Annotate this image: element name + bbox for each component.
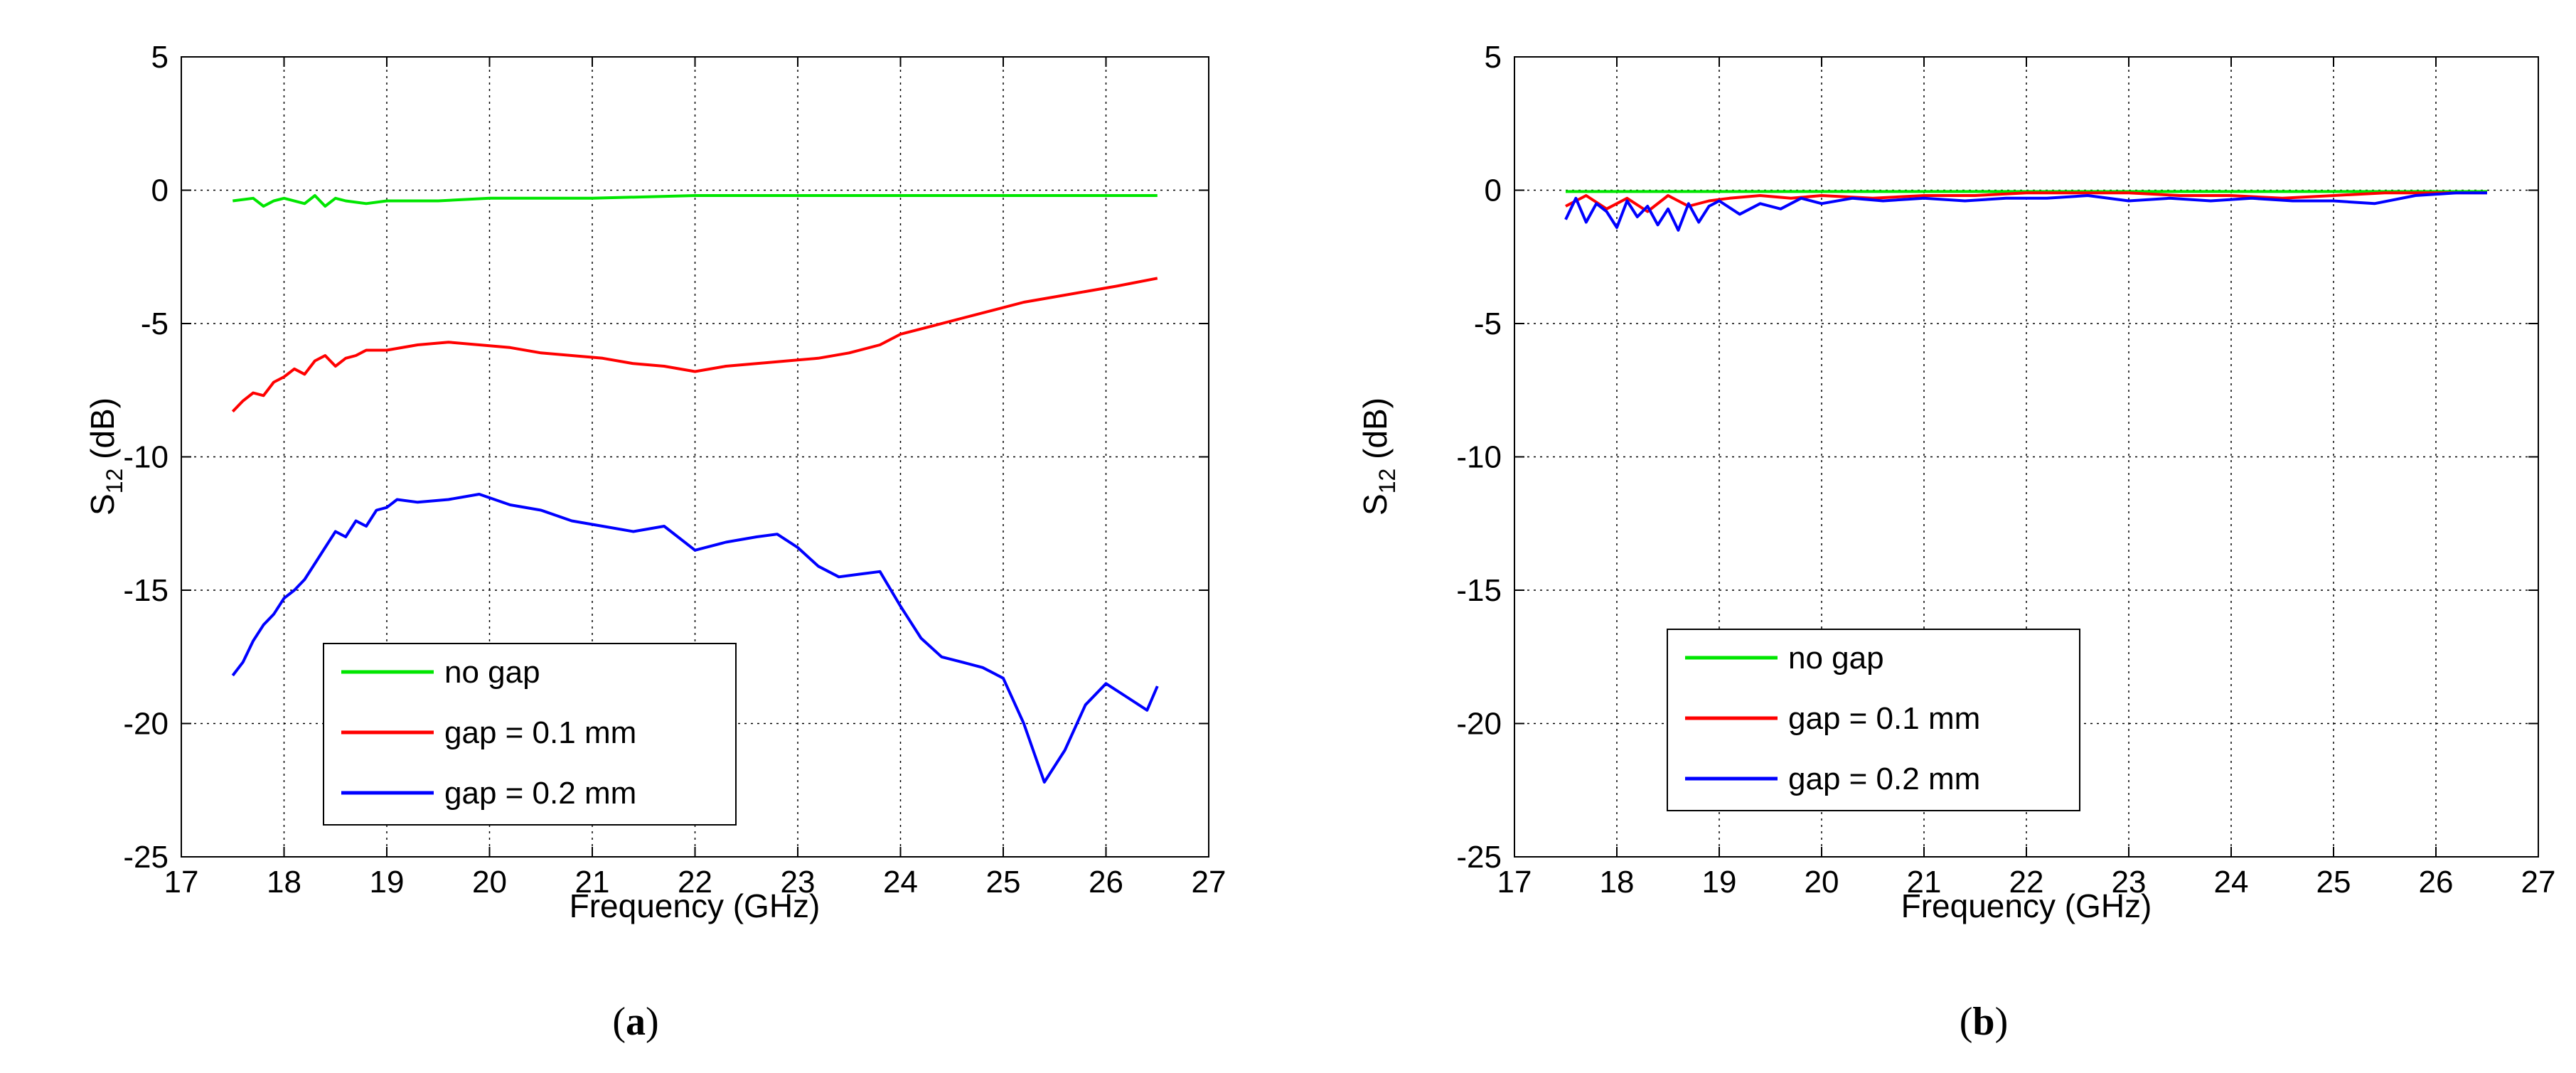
plot-a-x-tick-label: 25	[986, 865, 1021, 899]
panel-a: 17 18 19 20 21 22 23 24 25 26 27 50-5-10-15-20-25 …	[84, 40, 1226, 1044]
plot-b-x-tick-label: 25	[2316, 865, 2351, 899]
plot-b-series	[1564, 190, 2487, 232]
plot-b-x-tick-label: 17	[1497, 865, 1532, 899]
plot-a-x-axis-label: Frequency (GHz)	[570, 887, 821, 924]
plot-b-y-tick-label: -20	[1456, 707, 1502, 742]
plot-a-series-0-line	[233, 194, 1158, 208]
plot-a-x-tick-label: 21	[575, 865, 610, 899]
plot-a-x-tick-label: 27	[1192, 865, 1226, 899]
plot-a-x-tick-label: 20	[472, 865, 507, 899]
plot-a-x-tick-label: 24	[883, 865, 918, 899]
plot-a-y-tick-label: -5	[141, 306, 169, 341]
plot-b-x-ticks: 17 18 19 20 21 22 23 24 25 26 27	[1497, 57, 2556, 899]
plot-b-legend-label-gap-0-2: gap = 0.2 mm	[1788, 762, 1980, 796]
plot-a-series-2-line	[231, 493, 1159, 784]
plot-a-y-tick-label: -25	[123, 840, 169, 875]
plot-b-y-tick-label: -10	[1456, 440, 1502, 475]
panel-b: 17 18 19 20 21 22 23 24 25 26 27 50-5-10-15-20-25 …	[1357, 40, 2555, 1044]
plot-b-x-tick-label: 27	[2521, 865, 2556, 899]
plot-a-legend-label-no-gap: no gap	[444, 655, 540, 690]
plot-a-x-tick-label: 18	[267, 865, 301, 899]
plot-b-series-1-line	[1565, 191, 2487, 213]
plot-b-y-ticks: 5 0 -5 -10 -15 -20 -25	[1456, 40, 2538, 875]
plot-a-y-tick-label: 0	[151, 174, 169, 208]
plot-a-y-ticks: 5 0 -5 -10 -15 -20 -25	[123, 40, 1209, 875]
plot-a-x-tick-label: 17	[164, 865, 199, 899]
plot-b-x-tick-label: 18	[1600, 865, 1635, 899]
plot-b-x-tick-label: 22	[2009, 865, 2044, 899]
plot-a-legend-label-gap-0-2: gap = 0.2 mm	[444, 776, 636, 811]
plot-b-series-2-line	[1564, 191, 2487, 232]
plot-a-x-tick-label: 22	[678, 865, 712, 899]
plot-b-x-tick-label: 19	[1702, 865, 1737, 899]
plot-b-y-tick-label: -25	[1456, 840, 1502, 875]
plot-b-y-tick-label: 0	[1485, 174, 1502, 208]
plot-a-x-tick-label: 26	[1089, 865, 1123, 899]
panel-a-caption: (a)	[612, 1000, 658, 1044]
plot-a-legend: no gap gap = 0.1 mm gap = 0.2 mm	[323, 643, 737, 826]
plot-b-x-tick-label: 24	[2214, 865, 2249, 899]
plot-b-y-axis-label: S12 (dB)	[1357, 397, 1400, 516]
plot-a-x-tick-label: 19	[370, 865, 405, 899]
plot-a-x-ticks: 17 18 19 20 21 22 23 24 25 26 27	[164, 57, 1226, 899]
plot-a-y-tick-label: 5	[151, 40, 169, 75]
plot-b-legend: no gap gap = 0.1 mm gap = 0.2 mm	[1667, 629, 2080, 811]
plot-b-legend-label-no-gap: no gap	[1788, 641, 1884, 676]
panel-b-caption: (b)	[1960, 1000, 2008, 1044]
plot-a-series	[231, 194, 1159, 784]
plot-a-y-tick-label: -10	[123, 440, 169, 475]
plot-b-x-tick-label: 20	[1805, 865, 1839, 899]
plot-b-y-tick-label: 5	[1485, 40, 1502, 75]
plot-b-y-tick-label: -5	[1474, 306, 1502, 341]
plot-b-x-axis-label: Frequency (GHz)	[1901, 887, 2152, 924]
plot-b-legend-label-gap-0-1: gap = 0.1 mm	[1788, 701, 1980, 736]
plot-b-x-tick-label: 21	[1907, 865, 1942, 899]
plot-a-y-axis-label: S12 (dB)	[84, 397, 127, 516]
plot-a-series-1-line	[231, 277, 1158, 413]
plot-a-y-tick-label: -15	[123, 573, 169, 608]
plot-a-legend-label-gap-0-1: gap = 0.1 mm	[444, 715, 636, 750]
plot-a-y-tick-label: -20	[123, 707, 169, 742]
plot-b-x-tick-label: 23	[2112, 865, 2147, 899]
plot-b-y-tick-label: -15	[1456, 573, 1502, 608]
plot-b-x-tick-label: 26	[2419, 865, 2454, 899]
plot-a-x-tick-label: 23	[781, 865, 816, 899]
